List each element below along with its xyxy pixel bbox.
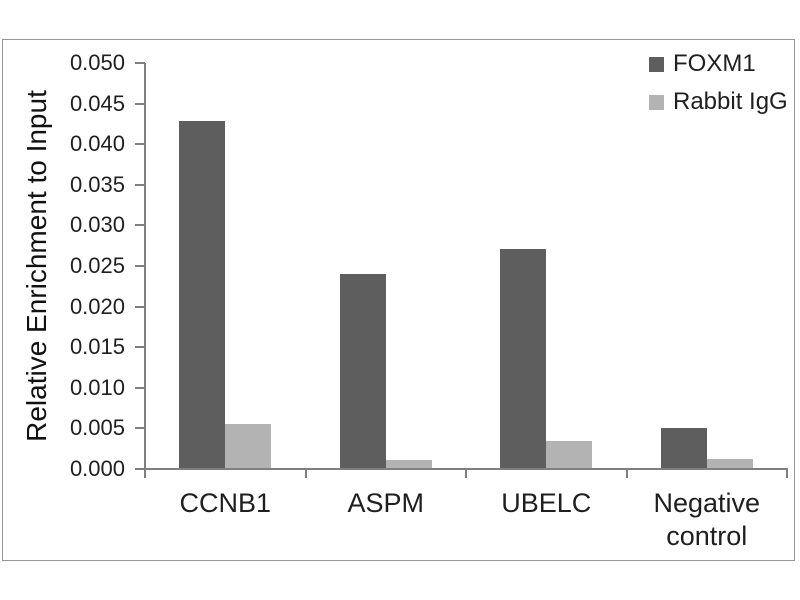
legend-swatch-rabbit-igg-icon: [649, 94, 664, 110]
bar-foxm1-negative-control: [660, 427, 707, 469]
legend-item-foxm1: FOXM1: [649, 50, 788, 77]
y-tick-mark: [135, 143, 145, 146]
y-tick-mark: [135, 427, 145, 430]
x-tick-mark: [625, 469, 628, 478]
bar-foxm1-ubelc: [500, 248, 547, 469]
bar-rabbit-igg-ubelc: [546, 441, 593, 469]
bar-rabbit-igg-ccnb1: [225, 424, 272, 469]
y-tick-label: 0.010: [69, 374, 125, 400]
x-category-label-aspm: ASPM: [347, 488, 425, 518]
y-tick-mark: [135, 265, 145, 267]
y-tick-label: 0.050: [69, 50, 125, 75]
x-category-label-ccnb1: CCNB1: [179, 488, 272, 518]
x-tick-mark: [304, 469, 307, 478]
y-tick-label: 0.045: [69, 90, 125, 116]
x-category-label-ubelc: UBELC: [501, 488, 592, 518]
y-tick-mark: [135, 62, 145, 64]
y-tick-mark: [135, 102, 145, 105]
y-tick-label: 0.030: [69, 212, 125, 238]
x-category-label-negative-control: Negative control: [653, 488, 761, 551]
y-tick-label: 0.015: [69, 334, 125, 360]
y-tick-label: 0.005: [69, 415, 125, 441]
y-tick-mark: [135, 386, 145, 389]
y-tick-mark: [135, 183, 145, 186]
legend-label-rabbit-igg: Rabbit IgG: [673, 88, 788, 115]
bar-rabbit-igg-aspm: [385, 460, 432, 469]
y-axis-line: [144, 63, 146, 478]
legend-label-foxm1: FOXM1: [673, 50, 756, 77]
y-tick-mark: [135, 224, 145, 227]
legend-swatch-foxm1-icon: [649, 56, 664, 72]
legend: FOXM1 Rabbit IgG: [649, 50, 788, 127]
y-tick-label: 0.000: [69, 456, 125, 481]
y-tick-label: 0.040: [69, 131, 125, 157]
x-tick-mark: [465, 469, 467, 478]
y-tick-label: 0.025: [69, 253, 125, 278]
x-axis-line: [144, 468, 788, 470]
y-tick-label: 0.035: [69, 171, 125, 197]
bar-foxm1-aspm: [339, 274, 386, 469]
x-tick-mark: [786, 469, 788, 478]
y-axis-title: Relative Enrichment to Input: [21, 90, 52, 442]
y-tick-mark: [135, 305, 145, 308]
y-tick-mark: [135, 346, 145, 349]
bar-foxm1-ccnb1: [179, 121, 226, 469]
chart-frame: [2, 39, 795, 561]
y-tick-mark: [135, 468, 145, 470]
legend-item-rabbit-igg: Rabbit IgG: [649, 88, 788, 115]
y-tick-label: 0.020: [69, 293, 125, 319]
bar-rabbit-igg-negative-control: [706, 459, 753, 469]
